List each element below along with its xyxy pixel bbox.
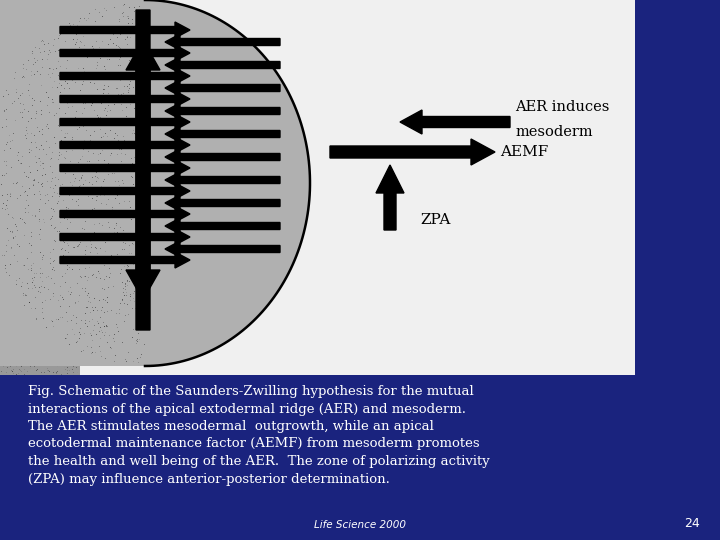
FancyArrow shape — [60, 206, 190, 222]
Text: 24: 24 — [684, 517, 700, 530]
FancyArrow shape — [60, 22, 190, 38]
FancyArrow shape — [60, 68, 190, 84]
Bar — [0, 0, 80, 375]
Bar — [635, 0, 720, 540]
FancyArrow shape — [165, 126, 280, 142]
Polygon shape — [0, 0, 310, 366]
FancyArrow shape — [60, 183, 190, 199]
FancyArrow shape — [165, 103, 280, 119]
Text: Fig. Schematic of the Saunders-Zwilling hypothesis for the mutual
interactions o: Fig. Schematic of the Saunders-Zwilling … — [28, 385, 490, 485]
Text: ZPA: ZPA — [420, 213, 451, 227]
FancyArrow shape — [165, 218, 280, 234]
FancyArrow shape — [165, 241, 280, 257]
FancyArrow shape — [165, 34, 280, 50]
FancyArrow shape — [60, 252, 190, 268]
FancyArrow shape — [60, 91, 190, 107]
FancyArrow shape — [60, 114, 190, 130]
FancyArrow shape — [330, 139, 495, 165]
Text: AEMF: AEMF — [500, 145, 548, 159]
FancyArrow shape — [376, 165, 404, 230]
Text: mesoderm: mesoderm — [515, 125, 593, 139]
FancyArrow shape — [60, 229, 190, 245]
FancyArrow shape — [165, 195, 280, 211]
FancyArrow shape — [60, 45, 190, 61]
Bar — [0, 375, 635, 540]
Text: AER induces: AER induces — [515, 100, 609, 114]
FancyArrow shape — [126, 40, 160, 330]
FancyArrow shape — [165, 57, 280, 73]
FancyArrow shape — [60, 160, 190, 176]
FancyArrow shape — [60, 137, 190, 153]
Text: Life Science 2000: Life Science 2000 — [314, 520, 406, 530]
FancyArrow shape — [400, 110, 510, 134]
FancyArrow shape — [165, 172, 280, 188]
FancyArrow shape — [165, 149, 280, 165]
FancyArrow shape — [126, 10, 160, 300]
Bar — [0, 0, 635, 375]
FancyArrow shape — [165, 80, 280, 96]
